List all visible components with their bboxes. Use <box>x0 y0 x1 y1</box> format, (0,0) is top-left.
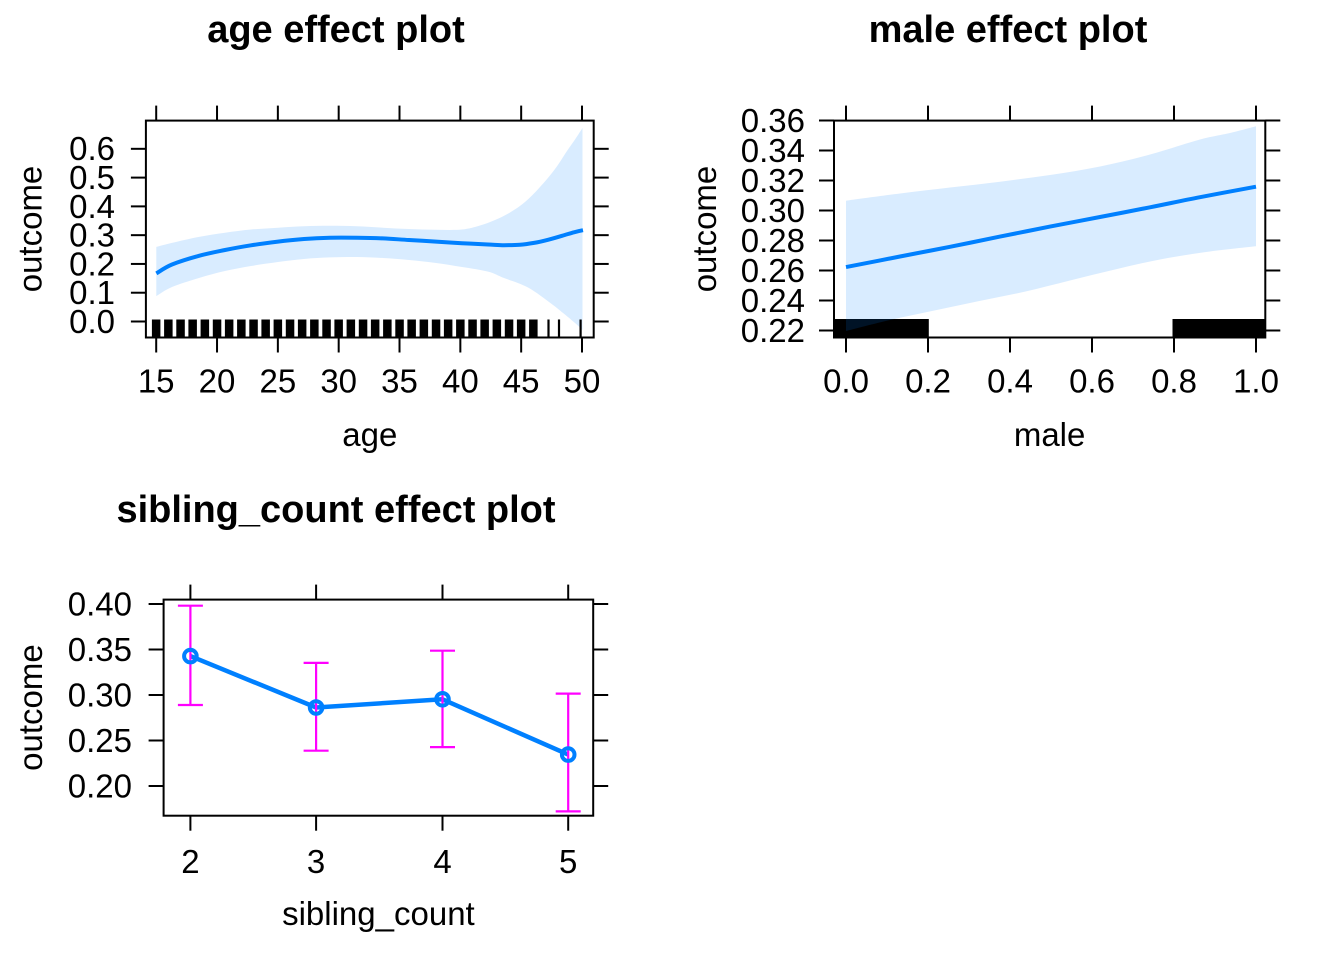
svg-text:0.30: 0.30 <box>68 676 132 713</box>
svg-text:0.25: 0.25 <box>68 722 132 759</box>
svg-text:0.1: 0.1 <box>69 274 115 311</box>
svg-text:0.0: 0.0 <box>823 362 869 399</box>
svg-text:40: 40 <box>442 362 479 399</box>
svg-text:35: 35 <box>381 362 418 399</box>
svg-text:sibling_count: sibling_count <box>282 895 475 932</box>
svg-text:2: 2 <box>181 843 199 880</box>
svg-text:sibling_count effect plot: sibling_count effect plot <box>116 489 555 531</box>
svg-text:0.40: 0.40 <box>68 585 132 622</box>
svg-text:0.30: 0.30 <box>741 192 805 229</box>
svg-text:0.6: 0.6 <box>1069 362 1115 399</box>
svg-text:30: 30 <box>320 362 357 399</box>
svg-text:0.34: 0.34 <box>741 132 805 169</box>
svg-text:50: 50 <box>564 362 601 399</box>
svg-text:male: male <box>1014 416 1086 453</box>
svg-text:0.6: 0.6 <box>69 130 115 167</box>
svg-text:outcome: outcome <box>686 166 723 293</box>
svg-text:age effect plot: age effect plot <box>207 9 465 51</box>
svg-text:0.32: 0.32 <box>741 162 805 199</box>
svg-text:0.35: 0.35 <box>68 631 132 668</box>
svg-text:0.26: 0.26 <box>741 252 805 289</box>
svg-text:4: 4 <box>433 843 451 880</box>
svg-text:0.3: 0.3 <box>69 217 115 254</box>
svg-text:20: 20 <box>199 362 236 399</box>
svg-text:0.2: 0.2 <box>69 245 115 282</box>
svg-text:0.22: 0.22 <box>741 312 805 349</box>
svg-text:0.0: 0.0 <box>69 303 115 340</box>
svg-text:male effect plot: male effect plot <box>869 9 1148 51</box>
svg-text:3: 3 <box>307 843 325 880</box>
svg-text:25: 25 <box>259 362 296 399</box>
svg-text:5: 5 <box>559 843 577 880</box>
svg-text:1.0: 1.0 <box>1233 362 1279 399</box>
svg-text:outcome: outcome <box>12 166 49 293</box>
svg-text:45: 45 <box>503 362 540 399</box>
svg-text:0.20: 0.20 <box>68 767 132 804</box>
svg-text:0.5: 0.5 <box>69 159 115 196</box>
svg-text:0.36: 0.36 <box>741 102 805 139</box>
svg-text:outcome: outcome <box>12 644 49 771</box>
svg-text:age: age <box>342 416 397 453</box>
svg-text:0.2: 0.2 <box>905 362 951 399</box>
svg-text:0.8: 0.8 <box>1151 362 1197 399</box>
svg-text:0.4: 0.4 <box>69 188 115 225</box>
svg-text:0.24: 0.24 <box>741 282 805 319</box>
svg-text:15: 15 <box>138 362 175 399</box>
svg-text:0.4: 0.4 <box>987 362 1033 399</box>
svg-text:0.28: 0.28 <box>741 222 805 259</box>
